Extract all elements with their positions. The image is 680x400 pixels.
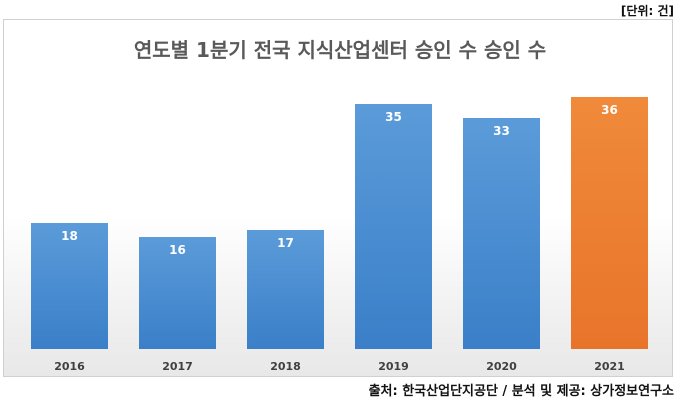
x-tick-2019: 2019 — [378, 360, 409, 373]
bar-2016 — [31, 223, 108, 349]
bar-2019 — [355, 104, 432, 349]
x-tick-2016: 2016 — [54, 360, 85, 373]
data-label-2016: 18 — [61, 229, 78, 243]
x-tick-2021: 2021 — [594, 360, 625, 373]
source-note: 출처: 한국산업단지공단 / 분석 및 제공: 상가정보연구소 — [368, 384, 674, 399]
unit-note: [단위: 건] — [620, 4, 674, 18]
bar-2020 — [463, 118, 540, 349]
bar-2017 — [139, 237, 216, 349]
chart-area — [3, 19, 673, 377]
data-label-2017: 16 — [169, 243, 186, 257]
bar-2021 — [571, 97, 648, 349]
labels-layer: 18 16 17 35 33 36 — [61, 103, 618, 257]
data-label-2020: 33 — [493, 124, 510, 138]
bars-layer — [31, 97, 648, 349]
chart-title: 연도별 1분기 전국 지식산업센터 승인 수 승인 수 — [133, 38, 547, 62]
data-label-2021: 36 — [601, 103, 618, 117]
x-tick-2018: 2018 — [270, 360, 301, 373]
bar-2018 — [247, 230, 324, 349]
x-tick-2020: 2020 — [486, 360, 517, 373]
x-tick-2017: 2017 — [162, 360, 193, 373]
data-label-2018: 17 — [277, 236, 294, 250]
x-axis-ticks: 2016 2017 2018 2019 2020 2021 — [54, 360, 625, 373]
data-label-2019: 35 — [385, 110, 402, 124]
